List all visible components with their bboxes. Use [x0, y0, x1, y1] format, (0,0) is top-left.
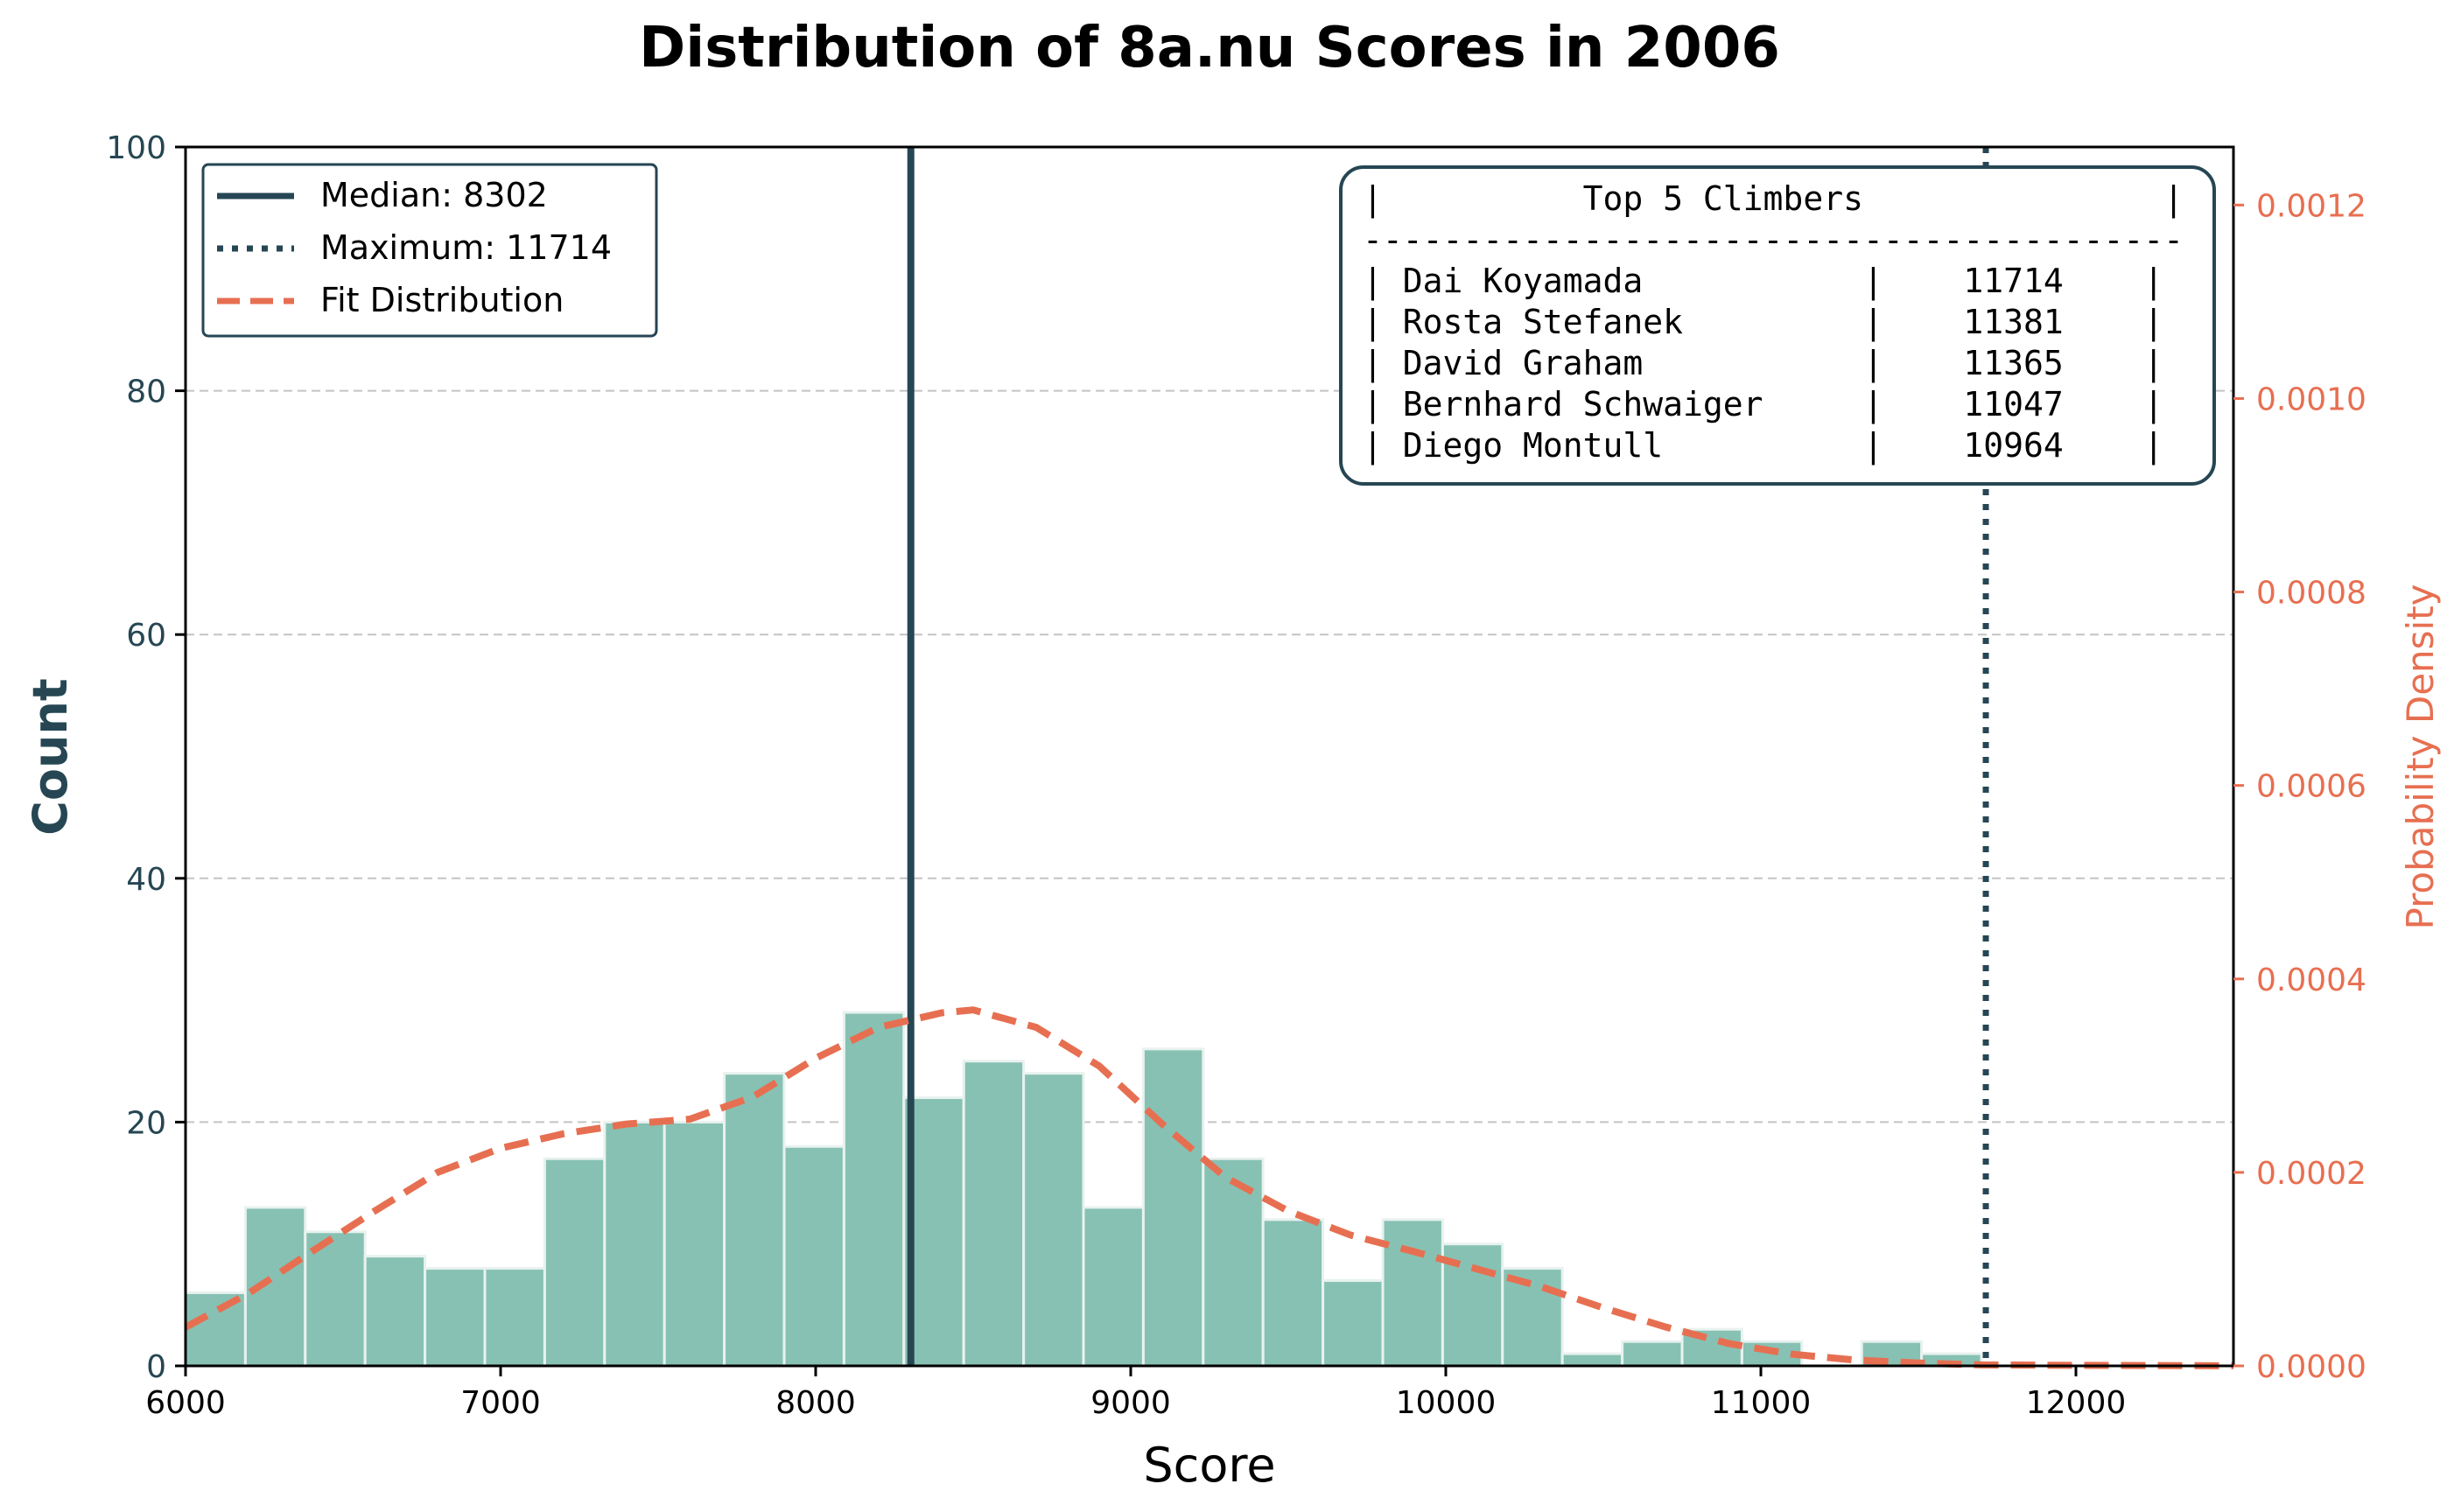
- axes: 6000 7000 8000 9000 10000 11000 12000 0 20 40 60 80…: [106, 130, 2366, 1421]
- histogram-bar: [1560, 1352, 1624, 1368]
- x-tick-label: 6000: [145, 1385, 226, 1421]
- y2-tick-label: 0.0012: [2256, 188, 2366, 224]
- top5-row: | Bernhard Schwaiger | 11047 |: [1363, 385, 2163, 424]
- x-tick-label: 12000: [2026, 1385, 2127, 1421]
- top5-row: | David Graham | 11365 |: [1363, 344, 2163, 383]
- histogram-bars: [184, 1011, 1983, 1368]
- top5-row: | Rosta Stefanek | 11381 |: [1363, 303, 2163, 342]
- legend-frame: [201, 163, 658, 338]
- chart-title: Distribution of 8a.nu Scores in 2006: [639, 16, 1780, 80]
- histogram-bar: [1022, 1072, 1085, 1368]
- histogram-bar: [1501, 1267, 1564, 1368]
- y-tick-label: 20: [126, 1105, 166, 1141]
- histogram-bar: [424, 1267, 487, 1368]
- y-tick-label: 80: [126, 374, 166, 410]
- histogram-bar: [304, 1230, 367, 1368]
- histogram-bar: [1202, 1157, 1265, 1368]
- x-tick-label: 8000: [775, 1385, 856, 1421]
- plot-frame: [184, 145, 2235, 1368]
- histogram-bar: [1141, 1047, 1205, 1368]
- histogram-bar: [483, 1267, 546, 1368]
- y2-tick-label: 0.0004: [2256, 962, 2366, 998]
- top5-row: | Diego Montull | 10964 |: [1363, 426, 2163, 466]
- histogram-bar: [603, 1120, 666, 1368]
- histogram-bar: [543, 1157, 606, 1368]
- y2-tick-label: 0.0000: [2256, 1349, 2366, 1385]
- top5-frame: [1339, 165, 2216, 486]
- x-tick-label: 9000: [1090, 1385, 1171, 1421]
- histogram-bar: [723, 1072, 786, 1368]
- x-axis-label: Score: [1143, 1438, 1275, 1493]
- histogram-bar: [363, 1255, 427, 1368]
- histogram-bar: [842, 1011, 906, 1368]
- histogram-bar: [1381, 1218, 1444, 1368]
- y2-tick-label: 0.0006: [2256, 769, 2366, 805]
- top5-box: | Top 5 Climbers | ---------------------…: [1339, 165, 2216, 486]
- histogram-bar: [1261, 1218, 1325, 1368]
- y2-tick-label: 0.0010: [2256, 382, 2366, 417]
- reference-lines: [907, 147, 1989, 1366]
- x-tick-label: 7000: [460, 1385, 541, 1421]
- histogram-bar: [663, 1120, 726, 1368]
- top5-header: | Top 5 Climbers |: [1363, 179, 2184, 219]
- histogram-bar: [1621, 1340, 1684, 1368]
- histogram-bar: [962, 1060, 1026, 1368]
- top5-row: | Dai Koyamada | 11714 |: [1363, 262, 2163, 301]
- y-tick-label: 60: [126, 618, 166, 654]
- legend: Median: 8302 Maximum: 11714 Fit Distribu…: [201, 163, 658, 338]
- y-tick-label: 40: [126, 862, 166, 898]
- legend-max-label: Maximum: 11714: [320, 228, 612, 267]
- fit-curve-layer: [184, 1006, 2234, 1369]
- histogram-bar: [782, 1144, 845, 1368]
- fit-distribution-line: [184, 1006, 2234, 1369]
- y2-tick-label: 0.0008: [2256, 576, 2366, 612]
- top5-separator: ----------------------------------------…: [1363, 220, 2184, 259]
- y-axis-label: Count: [23, 678, 78, 835]
- x-tick-label: 11000: [1711, 1385, 1812, 1421]
- y2-tick-label: 0.0002: [2256, 1156, 2366, 1192]
- y-tick-label: 0: [146, 1349, 166, 1385]
- y2-axis-label: Probability Density: [2399, 584, 2442, 929]
- histogram-bar: [1082, 1206, 1145, 1368]
- y-tick-label: 100: [106, 130, 166, 166]
- histogram-bar: [1322, 1278, 1385, 1368]
- legend-median-label: Median: 8302: [320, 176, 548, 214]
- legend-fit-label: Fit Distribution: [320, 281, 564, 319]
- grid-lines: [186, 389, 2233, 1124]
- x-tick-label: 10000: [1396, 1385, 1497, 1421]
